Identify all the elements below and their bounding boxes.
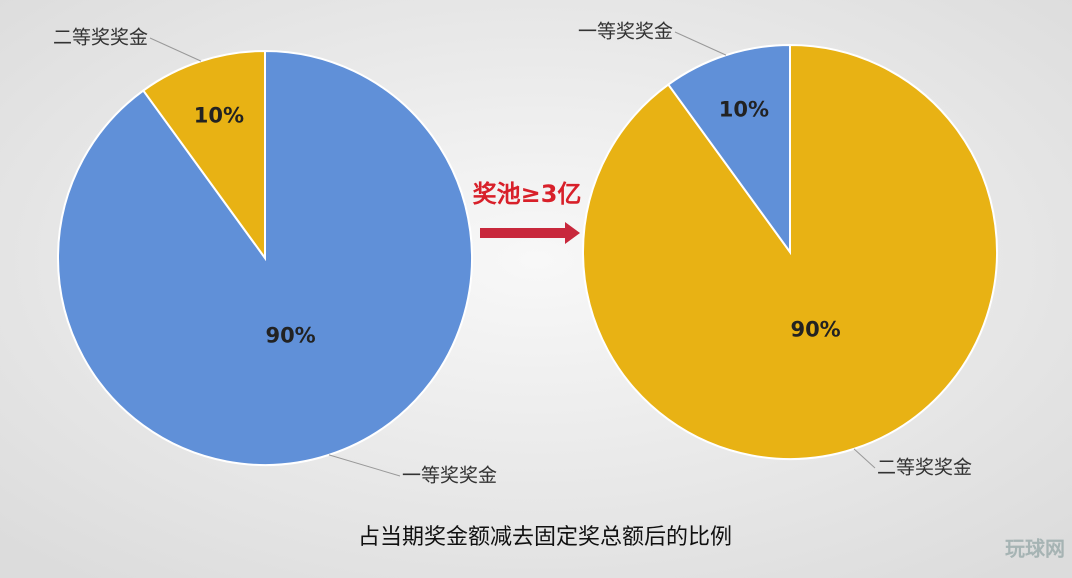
caption: 占当期奖金额减去固定奖总额后的比例 xyxy=(358,525,732,550)
watermark: 玩球网 xyxy=(1005,537,1065,561)
category-label: 二等奖奖金 xyxy=(877,457,972,479)
leader-line xyxy=(674,31,727,56)
leader-line xyxy=(853,448,876,469)
value-label: 10% xyxy=(719,97,769,121)
category-label: 一等奖奖金 xyxy=(578,21,673,43)
pie-slice xyxy=(666,43,791,256)
annotation: 奖池≥3亿 xyxy=(473,180,582,208)
arrow xyxy=(480,222,580,244)
leader-line xyxy=(149,37,202,62)
value-label: 90% xyxy=(790,318,840,342)
value-label: 90% xyxy=(265,324,315,348)
category-label: 二等奖奖金 xyxy=(53,27,148,49)
leader-line xyxy=(328,454,401,477)
category-label: 一等奖奖金 xyxy=(402,465,497,487)
pie-slice xyxy=(141,49,266,262)
value-label: 10% xyxy=(194,103,244,127)
